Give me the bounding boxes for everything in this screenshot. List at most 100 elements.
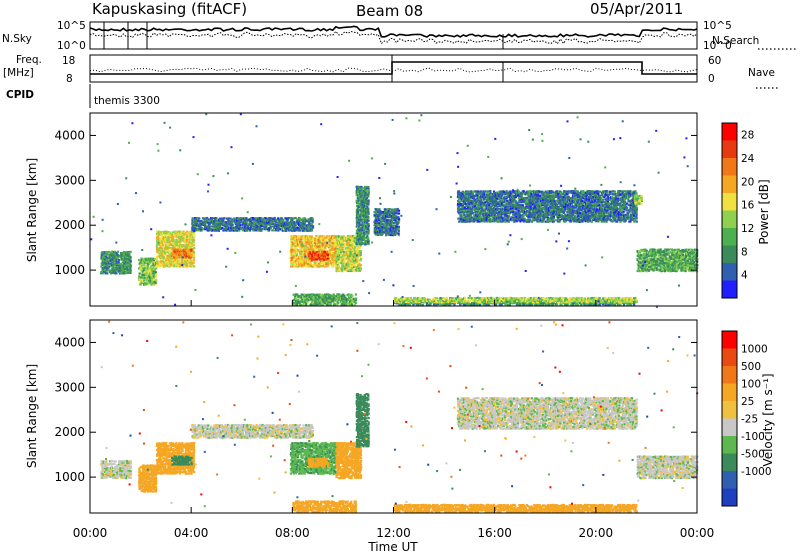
scatter-cell [200, 226, 203, 230]
scatter-cell [154, 262, 157, 265]
scatter-cell [246, 228, 249, 231]
scatter-cell [179, 243, 182, 246]
scatter-cell [330, 241, 333, 244]
scatter-cell [185, 249, 188, 252]
freq-panel: Freq. [MHz] 18 8 60 0 Nave [3, 54, 780, 89]
scatter-cell [317, 250, 321, 253]
scatter-cell [374, 217, 377, 220]
scatter-cell [336, 241, 339, 244]
scatter-cell [367, 200, 370, 203]
scatter-cell [183, 257, 186, 260]
scatter-cell [309, 225, 312, 228]
scatter-cell [357, 255, 360, 258]
scatter-cell [355, 217, 358, 220]
scatter-cell [153, 268, 156, 271]
scatter-cell [321, 245, 325, 248]
scatter-cell [347, 261, 350, 265]
scatter-cell [305, 264, 309, 267]
scatter-cell [302, 245, 305, 248]
scatter-cell [325, 262, 328, 265]
nave-tick-high: 60 [708, 55, 721, 67]
scatter-cell [204, 217, 208, 220]
scatter-cell [165, 244, 168, 247]
scatter-cell [340, 242, 343, 246]
scatter-cell [348, 256, 351, 259]
scatter-cell [176, 253, 179, 257]
scatter-cell [148, 281, 151, 285]
scatter-cell [173, 248, 176, 251]
scatter-cell [218, 223, 221, 226]
scatter-cell [374, 221, 377, 225]
scatter-cell [175, 245, 178, 248]
scatter-cell [310, 239, 313, 242]
scatter-cell [281, 229, 284, 232]
scatter-cell [366, 230, 369, 233]
scatter-cell [120, 268, 123, 271]
scatter-cell [201, 221, 205, 224]
scatter-cell [234, 222, 237, 225]
scatter-cell [302, 253, 305, 256]
scatter-cell [291, 239, 294, 242]
scatter-cell [211, 221, 214, 224]
scatter-cell [358, 218, 361, 221]
scatter-cell [186, 261, 189, 264]
scatter-cell [191, 238, 194, 241]
scatter-cell [148, 268, 151, 271]
scatter-cell [380, 212, 383, 215]
scatter-cell [284, 228, 287, 231]
scatter-cell [192, 238, 195, 241]
scatter-cell [360, 237, 363, 240]
scatter-cell [366, 224, 369, 227]
scatter-cell [397, 221, 400, 224]
scatter-cell [397, 232, 400, 235]
scatter-cell [307, 218, 310, 221]
scatter-cell [564, 208, 567, 211]
scatter-cell [374, 224, 377, 227]
scatter-cell [329, 246, 332, 249]
scatter-cell [342, 248, 345, 251]
scatter-cell [121, 270, 124, 273]
scatter-cell [296, 220, 299, 223]
scatter-cell [328, 249, 332, 252]
scatter-cell [307, 229, 310, 232]
scatter-cell [347, 247, 350, 250]
scatter-cell [309, 254, 312, 257]
scatter-cell [114, 263, 117, 266]
scatter-cell [389, 227, 392, 230]
scatter-cell [183, 241, 186, 244]
scatter-cell [315, 251, 318, 254]
scatter-cell [168, 252, 171, 255]
scatter-cell [320, 248, 323, 251]
scatter-cell [356, 187, 359, 190]
scatter-cell [375, 215, 378, 218]
scatter-cell [355, 191, 358, 194]
scatter-cell [162, 248, 165, 251]
scatter-cell [180, 261, 183, 264]
scatter-cell [331, 234, 334, 238]
scatter-cell [165, 261, 168, 264]
scatter-cell [461, 190, 465, 193]
scatter-cell [311, 238, 314, 241]
scatter-cell [184, 258, 187, 261]
scatter-cell [397, 212, 401, 215]
scatter-cell [232, 229, 235, 232]
scatter-cell [155, 265, 159, 268]
scatter-cell [108, 251, 111, 254]
scatter-cell [387, 218, 390, 222]
scatter-cell [361, 212, 364, 215]
scatter-cell [325, 256, 329, 259]
scatter-cell [357, 259, 360, 262]
scatter-cell [129, 256, 132, 259]
scatter-cell [304, 235, 307, 238]
scatter-cell [206, 220, 209, 223]
scatter-cell [143, 279, 146, 282]
scatter-cell [347, 268, 350, 271]
scatter-cell [293, 221, 296, 224]
scatter-cell [191, 242, 194, 245]
scatter-cell [298, 261, 301, 264]
scatter-cell [359, 215, 362, 218]
scatter-cell [186, 265, 189, 268]
scatter-cell [149, 279, 153, 282]
scatter-cell [106, 261, 109, 264]
scatter-cell [459, 194, 462, 197]
